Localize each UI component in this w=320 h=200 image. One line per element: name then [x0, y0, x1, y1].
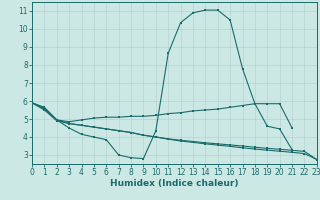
X-axis label: Humidex (Indice chaleur): Humidex (Indice chaleur)	[110, 179, 239, 188]
